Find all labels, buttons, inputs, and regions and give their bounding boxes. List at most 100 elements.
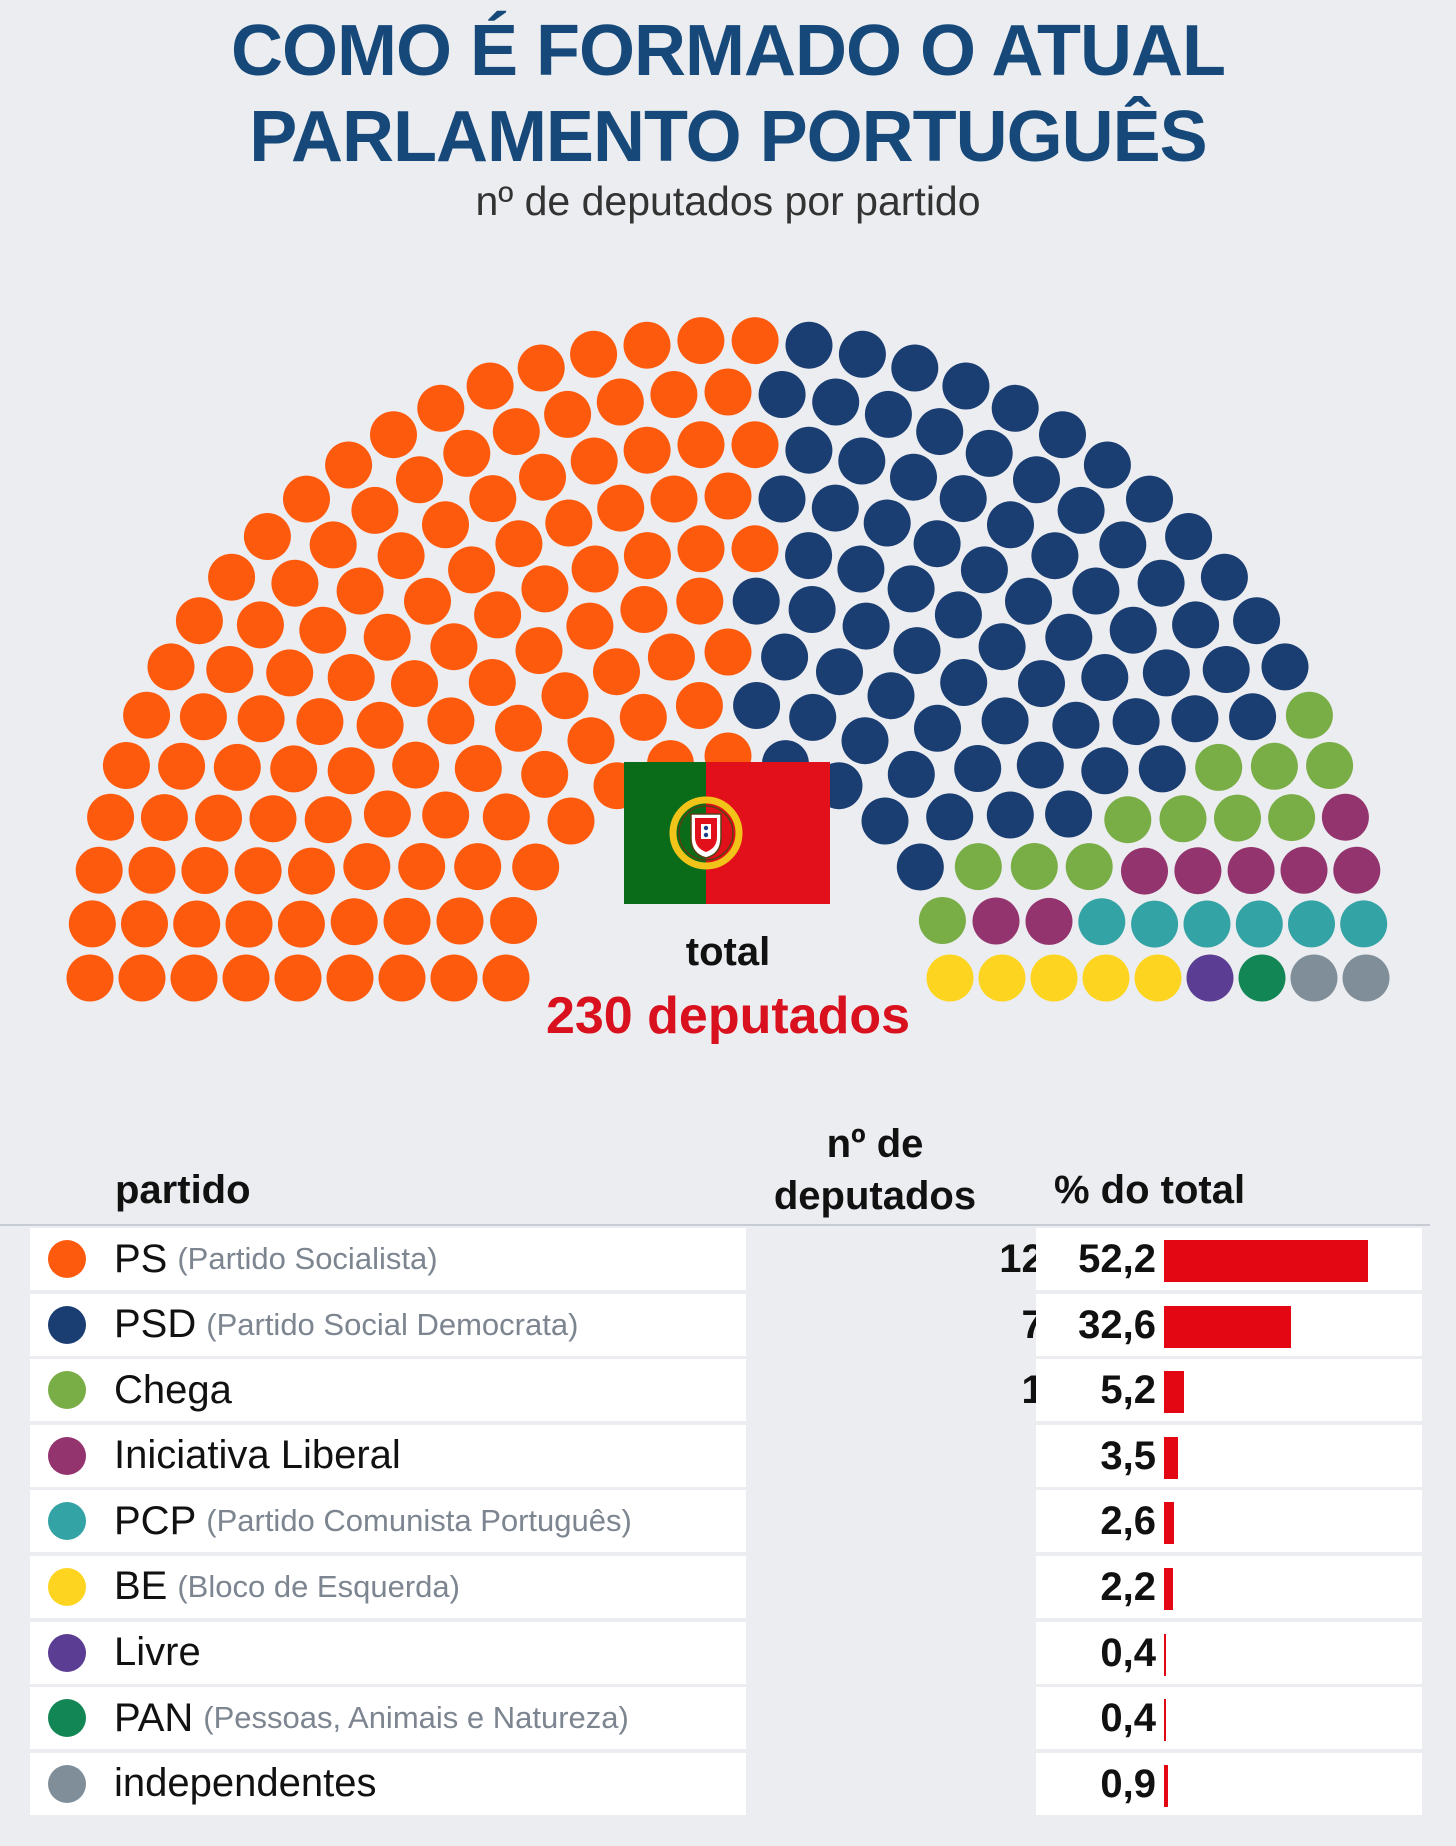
- seat-ps: [422, 791, 470, 839]
- table-row-iniciativa-liberal: Iniciativa Liberal 8 3,5: [30, 1424, 1422, 1487]
- seat-ps: [327, 747, 375, 795]
- table-row-psd: PSD(Partido Social Democrata) 7532,6: [30, 1293, 1422, 1356]
- table-row-pcp: PCP(Partido Comunista Português) 6 2,6: [30, 1490, 1422, 1553]
- seat-be: [1082, 954, 1130, 1002]
- seat-psd: [981, 697, 1029, 745]
- seat-psd: [1045, 790, 1093, 838]
- seat-psd: [785, 321, 833, 369]
- party-full-name: (Bloco de Esquerda): [177, 1568, 460, 1604]
- header-percent: % do total: [1054, 1168, 1246, 1212]
- seat-ps: [140, 794, 188, 842]
- seat-chega: [1010, 843, 1058, 890]
- seat-psd: [1031, 532, 1079, 580]
- seat-ps: [234, 847, 282, 895]
- percent-bar: [1164, 1764, 1168, 1807]
- seat-chega: [1306, 742, 1354, 789]
- seat-ps: [396, 456, 443, 504]
- seat-psd: [991, 384, 1039, 432]
- seat-ps: [495, 520, 543, 568]
- party-cell: Chega: [30, 1359, 746, 1422]
- seat-ps: [66, 954, 114, 1002]
- seat-ps: [181, 847, 229, 894]
- seat-psd: [1138, 745, 1186, 793]
- percent-bar: [1164, 1502, 1175, 1545]
- percent-value: 5,2: [1100, 1368, 1156, 1413]
- seat-psd: [861, 797, 909, 845]
- seat-chega: [1159, 795, 1207, 843]
- title-line-2: PARLAMENTO PORTUGUÊS: [249, 97, 1207, 177]
- seat-pcp: [1340, 900, 1388, 948]
- party-name: PCP: [114, 1498, 197, 1543]
- party-cell: PAN (Pessoas, Animais e Natureza): [30, 1687, 746, 1750]
- party-cell: PS (Partido Socialista): [30, 1228, 746, 1290]
- seat-ps: [404, 577, 451, 625]
- seat-psd: [785, 532, 833, 580]
- seat-ps: [512, 843, 560, 891]
- seat-ps: [731, 421, 779, 469]
- seat-chega: [1285, 691, 1333, 739]
- seat-iniciativa-liberal: [1333, 846, 1381, 894]
- party-color-dot: [48, 1699, 86, 1738]
- table-row-ps: PS (Partido Socialista) 120 52,2: [30, 1228, 1422, 1290]
- seat-ps: [517, 344, 565, 392]
- percent-cell: 0,4: [1036, 1621, 1422, 1684]
- seat-livre: [1186, 954, 1234, 1002]
- seat-psd: [812, 378, 860, 426]
- seat-chega: [918, 897, 966, 944]
- table-row-livre: Livre 1 0,4: [30, 1621, 1422, 1684]
- seat-ps: [482, 954, 530, 1002]
- portugal-flag-icon: [624, 762, 830, 904]
- seat-be: [1030, 954, 1078, 1002]
- seat-ps: [417, 384, 465, 432]
- seat-ps: [195, 794, 242, 842]
- seat-psd: [838, 330, 886, 378]
- seats-cell: 2: [746, 1753, 1066, 1815]
- seat-psd: [1200, 553, 1248, 601]
- seat-psd: [986, 791, 1034, 839]
- seat-ps: [571, 545, 619, 593]
- seat-independentes: [1290, 954, 1338, 1002]
- total-label: total: [685, 930, 771, 974]
- seat-ps: [277, 900, 325, 948]
- seat-be: [926, 954, 974, 1002]
- seat-ps: [677, 525, 725, 573]
- percent-cell: 3,5: [1036, 1424, 1422, 1487]
- seat-ps: [623, 532, 671, 580]
- seat-psd: [893, 627, 941, 675]
- percent-value: 52,2: [1078, 1237, 1156, 1281]
- party-name: Livre: [114, 1630, 201, 1675]
- seats-cell: 6: [746, 1490, 1066, 1552]
- seat-chega: [1104, 796, 1152, 844]
- party-color-dot: [48, 1436, 86, 1475]
- seat-psd: [965, 429, 1013, 477]
- page-title: COMO É FORMADO O ATUAL PARLAMENTO PORTUG…: [0, 8, 1456, 180]
- seat-psd: [914, 704, 961, 752]
- seat-psd: [890, 453, 937, 501]
- seat-ps: [570, 437, 618, 485]
- seat-psd: [863, 499, 911, 547]
- seat-ps: [650, 371, 698, 418]
- seat-ps: [547, 797, 595, 845]
- seat-ps: [296, 698, 344, 746]
- subtitle: nº de deputados por partido: [475, 178, 981, 224]
- seat-ps: [299, 606, 347, 654]
- party-color-dot: [48, 1305, 86, 1344]
- seat-ps: [336, 567, 384, 615]
- seat-psd: [1005, 577, 1052, 625]
- seat-ps: [236, 601, 284, 649]
- seat-ps: [427, 697, 475, 745]
- seat-ps: [521, 565, 569, 613]
- seat-psd: [1165, 513, 1213, 560]
- seat-psd: [837, 545, 885, 593]
- seat-psd: [1109, 606, 1157, 654]
- seat-ps: [620, 586, 668, 633]
- seat-ps: [266, 649, 314, 697]
- seat-chega: [1065, 843, 1113, 891]
- percent-bar: [1164, 1305, 1292, 1348]
- seat-iniciativa-liberal: [1025, 897, 1073, 945]
- seat-psd: [733, 682, 781, 729]
- seat-ps: [363, 613, 411, 661]
- seats-cell: 8: [746, 1425, 1066, 1487]
- seat-ps: [270, 745, 318, 793]
- party-name: PS: [114, 1236, 168, 1281]
